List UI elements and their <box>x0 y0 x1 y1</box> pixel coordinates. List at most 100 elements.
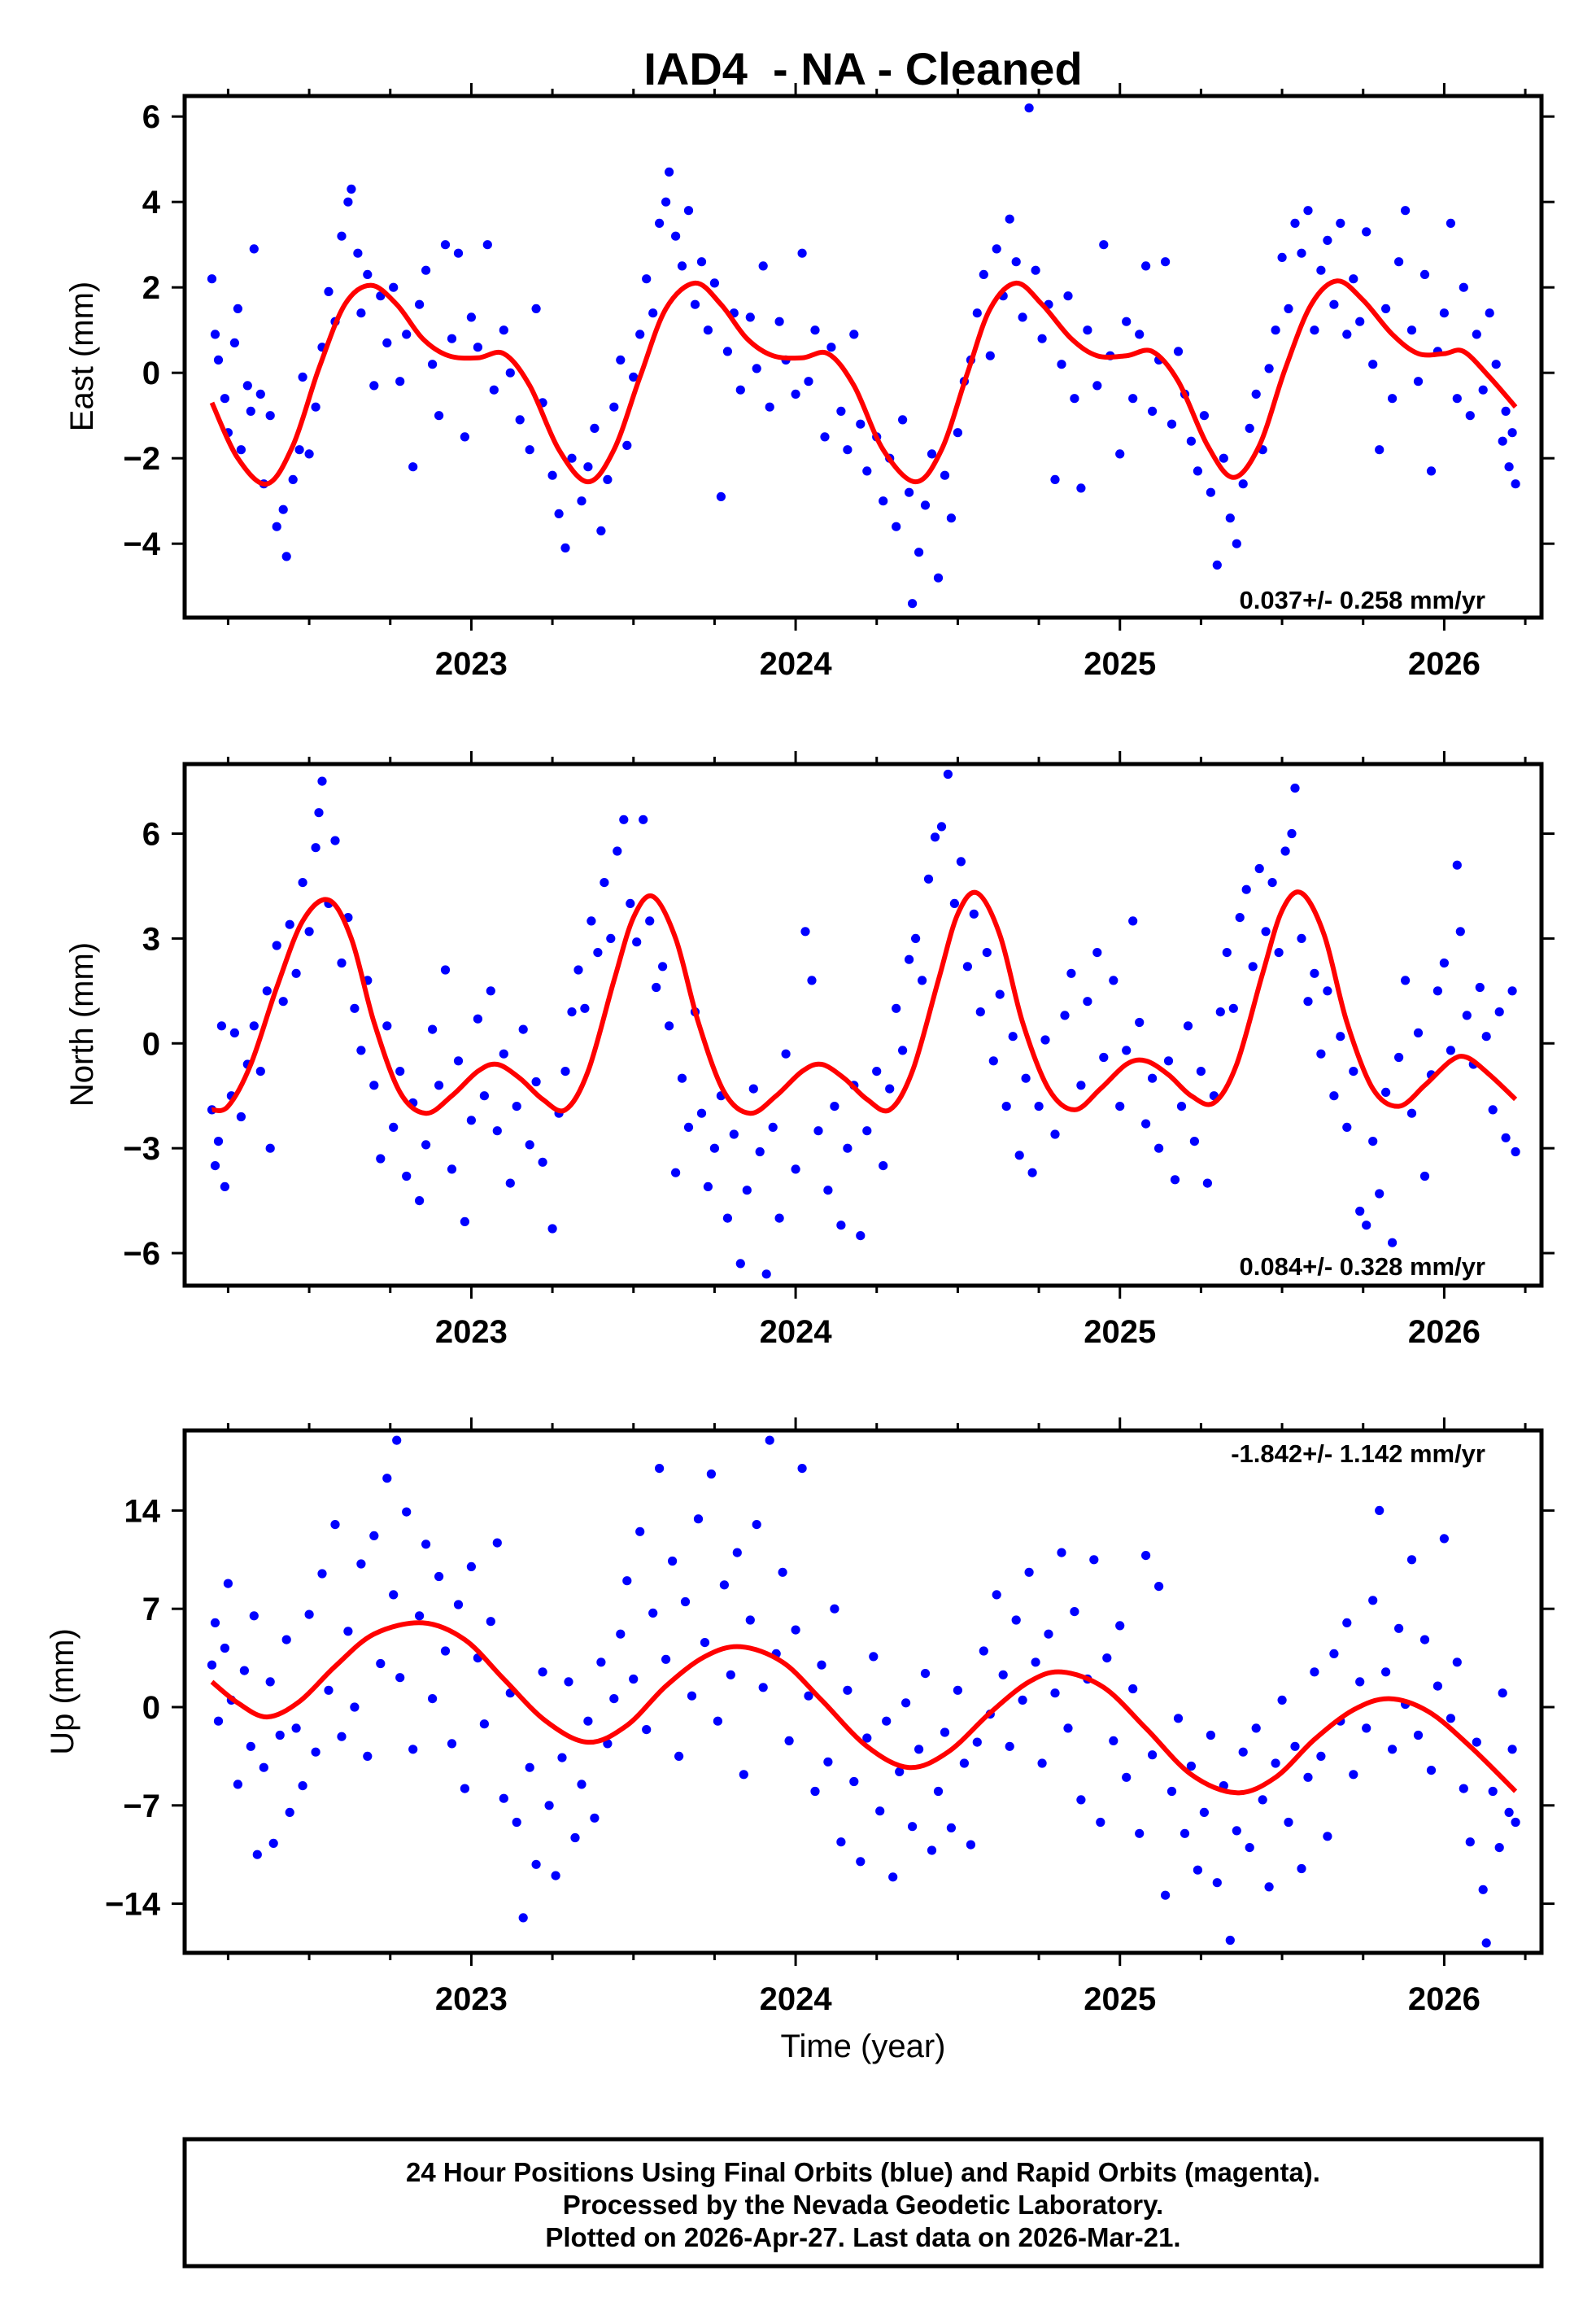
east-data-point <box>1050 474 1060 485</box>
up-data-point <box>680 1596 691 1607</box>
up-data-point <box>1355 1677 1365 1687</box>
up-data-point <box>869 1652 879 1662</box>
east-data-point <box>992 244 1001 254</box>
up-data-point <box>275 1730 285 1740</box>
east-data-point <box>294 445 304 455</box>
up-data-point <box>810 1786 820 1797</box>
up-data-point <box>421 1540 431 1549</box>
north-data-point <box>665 1021 674 1031</box>
up-data-point <box>392 1435 402 1445</box>
east-y-axis-label: East (mm) <box>64 282 100 431</box>
up-data-point <box>408 1745 418 1754</box>
north-data-point <box>1287 828 1297 839</box>
north-data-point <box>729 1129 739 1139</box>
north-data-point <box>473 1014 483 1024</box>
north-data-point <box>1248 962 1258 972</box>
north-data-point <box>898 1046 908 1055</box>
up-data-point <box>259 1762 268 1772</box>
up-data-point <box>1102 1653 1112 1663</box>
north-data-point <box>1202 1178 1212 1188</box>
east-data-point <box>1290 218 1300 228</box>
east-data-point <box>735 385 745 395</box>
up-data-point <box>1096 1817 1105 1828</box>
east-data-point <box>1349 274 1358 284</box>
up-data-point <box>337 1732 347 1741</box>
north-data-point <box>626 898 635 908</box>
up-y-tick-label: −14 <box>105 1887 161 1923</box>
north-data-point <box>1375 1189 1385 1199</box>
up-data-point <box>382 1474 392 1483</box>
north-data-point <box>389 1122 399 1132</box>
up-data-point <box>376 1658 386 1669</box>
north-data-point <box>428 1024 438 1034</box>
east-data-point <box>460 432 470 442</box>
east-data-point <box>246 406 255 416</box>
north-data-point <box>304 927 314 937</box>
up-data-point <box>1135 1828 1145 1838</box>
north-data-point <box>499 1049 508 1059</box>
east-data-point <box>1193 466 1202 476</box>
north-data-point <box>652 982 661 993</box>
up-data-point <box>544 1801 554 1810</box>
north-data-point <box>1303 997 1313 1007</box>
east-data-point <box>408 462 418 472</box>
north-y-tick-label: 3 <box>142 921 160 957</box>
up-data-point <box>499 1793 508 1803</box>
up-data-point <box>726 1670 735 1679</box>
up-data-point <box>1148 1750 1158 1760</box>
east-data-point <box>914 548 924 557</box>
up-data-point <box>1206 1730 1215 1740</box>
north-data-point <box>1235 913 1245 923</box>
east-data-point <box>972 308 982 318</box>
up-data-point <box>577 1780 587 1789</box>
north-data-point <box>918 976 927 985</box>
up-data-point <box>752 1520 761 1530</box>
east-data-point <box>1507 428 1517 438</box>
north-data-point <box>236 1112 246 1122</box>
east-data-point <box>440 240 451 250</box>
up-data-point <box>1070 1607 1079 1617</box>
up-data-point <box>622 1576 632 1586</box>
east-data-point <box>421 265 431 275</box>
up-data-point <box>395 1673 405 1683</box>
north-data-point <box>1419 1171 1430 1181</box>
east-data-point <box>489 385 499 395</box>
up-data-point <box>1238 1747 1248 1757</box>
east-data-point <box>453 248 464 258</box>
up-data-point <box>246 1741 255 1751</box>
north-data-point <box>434 1081 444 1090</box>
east-data-point <box>843 445 853 455</box>
up-data-point <box>758 1683 768 1692</box>
east-data-point <box>382 338 392 347</box>
up-data-point <box>693 1514 704 1524</box>
up-data-point <box>1115 1621 1125 1631</box>
up-data-point <box>895 1767 905 1776</box>
up-data-point <box>1303 1772 1313 1782</box>
east-data-point <box>1005 214 1014 224</box>
north-data-point <box>709 1143 720 1153</box>
up-data-point <box>778 1567 787 1577</box>
up-data-point <box>1488 1786 1498 1797</box>
east-data-point <box>466 312 477 322</box>
north-data-point <box>836 1221 846 1230</box>
up-data-point <box>856 1857 866 1867</box>
north-data-point <box>512 1102 521 1112</box>
north-data-point <box>1452 860 1462 870</box>
north-data-point <box>761 1269 771 1279</box>
east-data-point <box>402 330 412 339</box>
east-data-point <box>791 389 800 399</box>
east-data-point <box>703 325 713 335</box>
up-data-point <box>830 1604 839 1614</box>
north-data-point <box>791 1164 800 1174</box>
north-data-point <box>538 1157 547 1167</box>
east-data-point <box>1070 394 1079 404</box>
up-data-point <box>453 1600 464 1609</box>
north-data-point <box>1215 1007 1225 1017</box>
north-data-point <box>722 1213 733 1223</box>
east-y-tick-label: 6 <box>142 99 160 135</box>
north-data-point <box>892 1003 901 1013</box>
north-data-point <box>936 822 947 832</box>
up-y-tick-label: 0 <box>142 1690 160 1726</box>
east-data-point <box>820 432 830 442</box>
north-data-point <box>1066 968 1076 978</box>
